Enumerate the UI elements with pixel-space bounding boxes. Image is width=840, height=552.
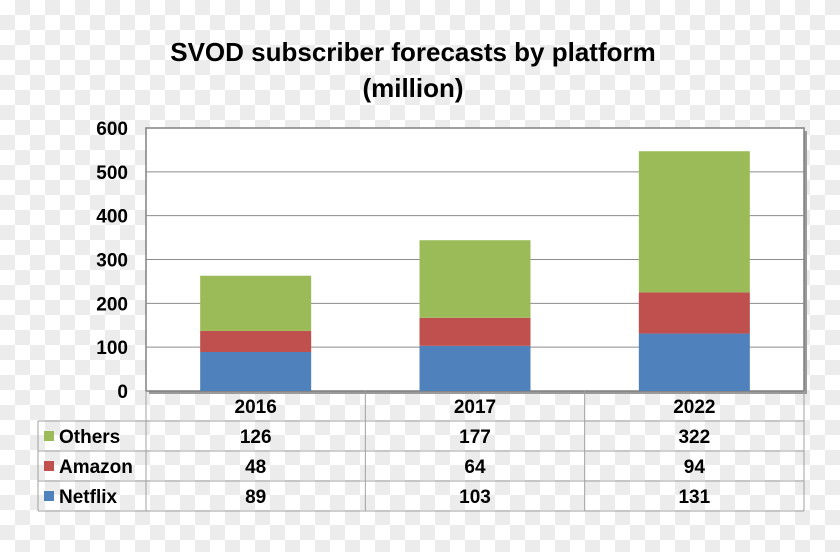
chart-title-line-2: (million) (362, 73, 463, 103)
data-table-value: 103 (459, 487, 491, 508)
bar-others-2022 (638, 151, 750, 293)
bar-netflix-2016 (200, 351, 312, 391)
bar-amazon-2017 (419, 317, 531, 346)
x-category-label: 2022 (673, 397, 715, 418)
bar-amazon-2022 (638, 292, 750, 334)
data-table-value: 322 (678, 427, 710, 448)
legend-label-others: Others (59, 427, 120, 448)
data-table-value: 94 (684, 457, 706, 478)
data-table-value: 126 (240, 427, 272, 448)
bar-netflix-2017 (419, 345, 531, 391)
data-table-value: 177 (459, 427, 491, 448)
y-tick-label: 0 (117, 382, 128, 403)
data-table-value: 48 (245, 457, 266, 478)
legend-key-netflix (44, 491, 54, 501)
y-tick-label: 200 (96, 294, 128, 315)
bar-others-2017 (419, 240, 531, 318)
y-tick-label: 300 (96, 251, 128, 272)
legend-label-netflix: Netflix (59, 487, 118, 508)
data-table-value: 89 (245, 487, 266, 508)
y-tick-label: 100 (96, 338, 128, 359)
legend-key-amazon (44, 461, 54, 471)
x-category-label: 2016 (235, 397, 277, 418)
y-tick-label: 600 (96, 119, 128, 140)
data-table-value: 131 (678, 487, 710, 508)
y-tick-label: 400 (96, 207, 128, 228)
x-category-label: 2017 (454, 397, 496, 418)
bar-amazon-2016 (200, 330, 312, 352)
chart-title-line-1: SVOD subscriber forecasts by platform (170, 37, 655, 67)
bar-others-2016 (200, 275, 312, 331)
legend-key-others (44, 431, 54, 441)
bar-netflix-2022 (638, 333, 750, 391)
data-table-value: 64 (464, 457, 486, 478)
y-tick-label: 500 (96, 163, 128, 184)
legend-label-amazon: Amazon (59, 457, 133, 478)
